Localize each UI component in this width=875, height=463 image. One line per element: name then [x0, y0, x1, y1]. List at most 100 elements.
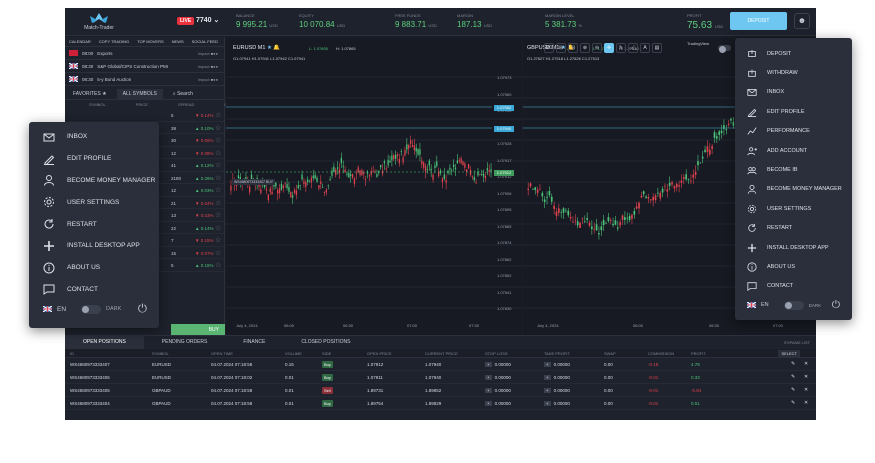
- star-icon[interactable]: ☆: [215, 237, 222, 244]
- menu-item-restart[interactable]: RESTART: [29, 213, 159, 235]
- expand-list-button[interactable]: EXPAND LIST: [784, 340, 810, 345]
- col-swap[interactable]: SWAP: [604, 351, 616, 356]
- star-icon[interactable]: ☆: [215, 137, 222, 144]
- edit-icon[interactable]: ✎: [791, 374, 796, 380]
- position-row[interactable]: WS4680973333407 EURUSD 04.07.2024 07:18:58…: [65, 358, 816, 371]
- tab-favorites[interactable]: FAVORITES ★: [73, 91, 107, 97]
- zoom-out-icon[interactable]: ⊖: [592, 43, 602, 53]
- close-icon[interactable]: ✕: [804, 387, 809, 393]
- menu-item-edit-profile[interactable]: EDIT PROFILE: [29, 148, 159, 170]
- tab-closed-positions[interactable]: CLOSED POSITIONS: [301, 339, 351, 345]
- star-icon[interactable]: ☆: [215, 112, 222, 119]
- account-selector[interactable]: 7740 ⌄: [196, 16, 219, 24]
- star-icon[interactable]: ☆: [215, 162, 222, 169]
- star-icon[interactable]: ☆: [215, 249, 222, 257]
- take-profit-value[interactable]: +0.00000: [544, 401, 570, 406]
- menu-item-contact[interactable]: CONTACT: [735, 277, 852, 296]
- position-row[interactable]: WS4680973333404 GBPAUD 04.07.2024 07:18:58…: [65, 397, 816, 410]
- tab-all-symbols[interactable]: ALL SYMBOLS: [116, 88, 163, 99]
- theme-toggle[interactable]: [81, 304, 102, 314]
- star-icon[interactable]: ☆: [215, 174, 222, 182]
- menu-item-about-us[interactable]: ABOUT US: [735, 257, 852, 276]
- col-profit[interactable]: PROFIT: [691, 351, 706, 356]
- col-open-price[interactable]: OPEN PRICE: [367, 351, 392, 356]
- news-item[interactable]: 08:30 5-y Bond Auction Impact ●●●: [65, 73, 224, 86]
- tab-finance[interactable]: FINANCE: [243, 339, 266, 345]
- col-volume[interactable]: VOLUME: [285, 351, 302, 356]
- menu-item-inbox[interactable]: INBOX: [735, 83, 852, 102]
- select-button[interactable]: SELECT: [778, 350, 800, 357]
- menu-item-withdraw[interactable]: WITHDRAW: [735, 63, 852, 82]
- col-open-time[interactable]: OPEN TIME: [211, 351, 233, 356]
- search-input[interactable]: ⌕ Search: [173, 91, 193, 97]
- indicators-icon[interactable]: ⊞: [556, 43, 566, 53]
- menu-item-install-desktop-app[interactable]: INSTALL DESKTOP APP: [735, 238, 852, 257]
- chart-eurusd[interactable]: EURUSD M1 ★ 🔔 L: 1.07805 H: 1.07865 O1.0…: [226, 37, 522, 337]
- menu-item-install-desktop-app[interactable]: INSTALL DESKTOP APP: [29, 235, 159, 257]
- close-icon[interactable]: ✕: [804, 374, 809, 380]
- close-icon[interactable]: ✕: [804, 400, 809, 406]
- tab-calendar[interactable]: CALENDAR: [69, 39, 91, 44]
- col-id[interactable]: ID: [70, 351, 74, 356]
- tab-open-positions[interactable]: OPEN POSITIONS: [65, 336, 144, 349]
- language-selector[interactable]: EN: [57, 305, 67, 313]
- compare-icon[interactable]: ⊟: [568, 43, 578, 53]
- menu-item-about-us[interactable]: ABOUT US: [29, 257, 159, 279]
- menu-item-contact[interactable]: CONTACT: [29, 279, 159, 301]
- edit-icon[interactable]: ✎: [791, 400, 796, 406]
- stop-loss-value[interactable]: +0.00000: [485, 375, 511, 380]
- stop-loss-value[interactable]: +0.00000: [485, 362, 511, 367]
- menu-item-user-settings[interactable]: USER SETTINGS: [29, 191, 159, 213]
- power-icon[interactable]: ⏻: [831, 298, 840, 311]
- col-take-profit[interactable]: TAKE PROFIT: [544, 351, 570, 356]
- news-item[interactable]: 08:00 Exports Impact ●●●: [65, 47, 224, 60]
- star-icon[interactable]: ☆: [215, 187, 222, 194]
- menu-item-become-ib[interactable]: BECOME IB: [735, 160, 852, 179]
- user-menu-button[interactable]: ☻: [794, 13, 810, 29]
- star-icon[interactable]: ☆: [215, 262, 222, 269]
- position-row[interactable]: WS4680973333405 GBPAUD 04.07.2024 07:18:58…: [65, 384, 816, 397]
- symbol-row[interactable]: 5 ▼ 0.14% ☆: [65, 109, 224, 122]
- menu-item-restart[interactable]: RESTART: [735, 219, 852, 238]
- deposit-button[interactable]: DEPOSIT: [730, 12, 787, 30]
- menu-item-inbox[interactable]: INBOX: [29, 126, 159, 148]
- close-icon[interactable]: ✕: [804, 361, 809, 367]
- col-current-price[interactable]: CURRENT PRICE: [425, 351, 458, 356]
- layout-icon[interactable]: ▤: [652, 43, 662, 53]
- tab-social-feed[interactable]: SOCIAL FEED: [191, 39, 218, 44]
- col-spread[interactable]: SPREAD: [177, 102, 195, 107]
- star-icon[interactable]: ☆: [215, 212, 222, 219]
- menu-item-performance[interactable]: PERFORMANCE: [735, 122, 852, 141]
- col-symbol[interactable]: SYMBOL: [89, 102, 106, 107]
- timeframe-button[interactable]: M1: [544, 43, 554, 53]
- menu-item-add-account[interactable]: ADD ACCOUNT: [735, 141, 852, 160]
- theme-toggle[interactable]: [783, 300, 804, 310]
- draw-icon[interactable]: ⟋: [628, 43, 638, 53]
- take-profit-value[interactable]: +0.00000: [544, 388, 570, 393]
- stop-loss-value[interactable]: +0.00000: [485, 388, 511, 393]
- news-item[interactable]: 08:30 S&P Global/CIPS Construction PMI Imp…: [65, 60, 224, 73]
- menu-item-user-settings[interactable]: USER SETTINGS: [735, 199, 852, 218]
- tab-pending-orders[interactable]: PENDING ORDERS: [161, 339, 208, 345]
- crosshair-icon[interactable]: ✛: [604, 43, 614, 53]
- star-icon[interactable]: ☆: [215, 149, 222, 157]
- buy-button[interactable]: BUY: [171, 324, 225, 337]
- star-icon[interactable]: ☆: [215, 199, 222, 207]
- stop-loss-value[interactable]: +0.00000: [485, 401, 511, 406]
- text-icon[interactable]: A: [640, 43, 650, 53]
- chart-layout-toggle[interactable]: [718, 45, 731, 53]
- power-icon[interactable]: ⏻: [137, 302, 147, 315]
- position-row[interactable]: WS4680973333406 EURUSD 04.07.2024 07:18:02…: [65, 371, 816, 384]
- menu-item-become-money-manager[interactable]: BECOME MONEY MANAGER: [735, 180, 852, 199]
- edit-icon[interactable]: ✎: [791, 387, 796, 393]
- pencil-icon[interactable]: ✎: [616, 43, 626, 53]
- star-icon[interactable]: ☆: [215, 224, 222, 232]
- menu-item-become-money-manager[interactable]: BECOME MONEY MANAGER: [29, 170, 159, 192]
- col-commission[interactable]: COMMISSION: [648, 351, 675, 356]
- col-side[interactable]: SIDE: [322, 351, 332, 356]
- order-line-label[interactable]: WS4680973333407 BUY: [232, 179, 276, 185]
- col-price[interactable]: PRICE: [135, 102, 148, 107]
- tab-copy-trading[interactable]: COPY TRADING: [98, 39, 130, 44]
- tab-news[interactable]: NEWS: [171, 39, 184, 44]
- col-symbol[interactable]: SYMBOL: [152, 351, 169, 356]
